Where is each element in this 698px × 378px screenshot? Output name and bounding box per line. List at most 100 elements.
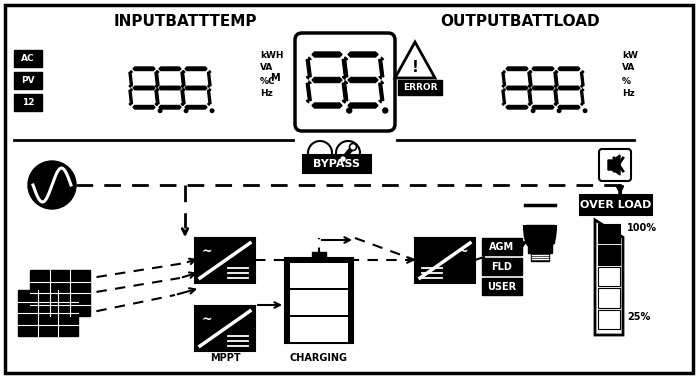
Text: 100%: 100%: [627, 223, 657, 233]
Bar: [195, 238, 255, 283]
Polygon shape: [532, 86, 554, 90]
Circle shape: [557, 109, 560, 113]
Circle shape: [210, 109, 214, 113]
Polygon shape: [342, 57, 347, 79]
Polygon shape: [155, 88, 158, 105]
Polygon shape: [502, 71, 505, 87]
Bar: [398, 80, 442, 95]
Polygon shape: [312, 52, 342, 57]
Bar: [415, 238, 475, 283]
Polygon shape: [207, 88, 211, 105]
Polygon shape: [181, 71, 184, 87]
Polygon shape: [185, 86, 207, 90]
Polygon shape: [181, 88, 184, 105]
Polygon shape: [502, 88, 505, 105]
Bar: [482, 258, 522, 275]
Polygon shape: [506, 86, 528, 90]
Polygon shape: [379, 81, 384, 103]
Polygon shape: [528, 88, 531, 105]
Circle shape: [347, 108, 352, 113]
Circle shape: [350, 144, 357, 150]
Bar: [598, 224, 620, 243]
Circle shape: [184, 109, 188, 113]
Polygon shape: [129, 88, 133, 105]
Polygon shape: [159, 67, 181, 71]
Text: 25%: 25%: [627, 312, 651, 322]
Text: FLD: FLD: [491, 262, 512, 271]
Text: PV: PV: [21, 76, 35, 85]
Text: Hz: Hz: [622, 90, 634, 99]
Polygon shape: [155, 71, 158, 87]
Polygon shape: [554, 88, 558, 105]
Polygon shape: [554, 88, 558, 105]
Circle shape: [383, 108, 388, 113]
Polygon shape: [343, 81, 348, 103]
Bar: [598, 288, 620, 308]
Polygon shape: [528, 88, 532, 105]
Polygon shape: [595, 220, 623, 335]
Text: M: M: [270, 73, 280, 83]
Text: INPUTBATTTEMP: INPUTBATTTEMP: [113, 14, 257, 29]
Bar: [303, 155, 371, 173]
Polygon shape: [348, 52, 378, 57]
Text: %C: %C: [260, 76, 276, 85]
Polygon shape: [581, 71, 584, 87]
Bar: [14, 72, 42, 89]
Circle shape: [28, 161, 76, 209]
Text: ERROR: ERROR: [403, 83, 437, 92]
Text: %: %: [622, 76, 631, 85]
Polygon shape: [207, 71, 211, 87]
Text: OVER LOAD: OVER LOAD: [580, 200, 652, 210]
Bar: [580, 195, 652, 215]
Polygon shape: [185, 67, 207, 71]
Bar: [290, 263, 348, 288]
Bar: [528, 243, 552, 253]
Bar: [18, 290, 78, 336]
Bar: [312, 252, 326, 259]
Polygon shape: [554, 71, 558, 87]
Circle shape: [339, 155, 346, 163]
Polygon shape: [348, 103, 378, 108]
Polygon shape: [558, 105, 580, 109]
Polygon shape: [133, 67, 155, 71]
Polygon shape: [129, 71, 133, 87]
Bar: [195, 306, 255, 351]
Text: !: !: [412, 60, 418, 76]
Text: USER: USER: [487, 282, 517, 291]
Bar: [531, 253, 549, 261]
Polygon shape: [532, 67, 554, 71]
Polygon shape: [156, 71, 159, 87]
Polygon shape: [185, 105, 207, 109]
Bar: [30, 270, 90, 316]
Polygon shape: [312, 77, 342, 82]
Polygon shape: [133, 105, 155, 109]
Circle shape: [531, 109, 535, 113]
Polygon shape: [554, 71, 558, 87]
Text: kWH: kWH: [260, 51, 283, 59]
Polygon shape: [379, 57, 384, 79]
Polygon shape: [608, 155, 620, 175]
Text: VA: VA: [260, 64, 274, 73]
Text: OUTPUTBATTLOAD: OUTPUTBATTLOAD: [440, 14, 600, 29]
Polygon shape: [395, 42, 435, 78]
FancyBboxPatch shape: [295, 33, 395, 131]
Circle shape: [158, 109, 162, 113]
Text: kW: kW: [622, 51, 638, 59]
Polygon shape: [342, 81, 347, 103]
Bar: [14, 50, 42, 67]
FancyBboxPatch shape: [599, 149, 631, 181]
Polygon shape: [528, 71, 532, 87]
Text: CHARGING: CHARGING: [290, 353, 348, 363]
Polygon shape: [558, 86, 580, 90]
Bar: [482, 238, 522, 255]
Bar: [526, 225, 554, 243]
Polygon shape: [506, 105, 528, 109]
Polygon shape: [581, 88, 584, 105]
Polygon shape: [348, 77, 378, 82]
Text: ~: ~: [458, 245, 468, 258]
Text: ~: ~: [202, 245, 212, 258]
Polygon shape: [133, 86, 155, 90]
Text: ~: ~: [202, 313, 212, 326]
Text: BYPASS: BYPASS: [313, 159, 360, 169]
Polygon shape: [306, 57, 311, 79]
